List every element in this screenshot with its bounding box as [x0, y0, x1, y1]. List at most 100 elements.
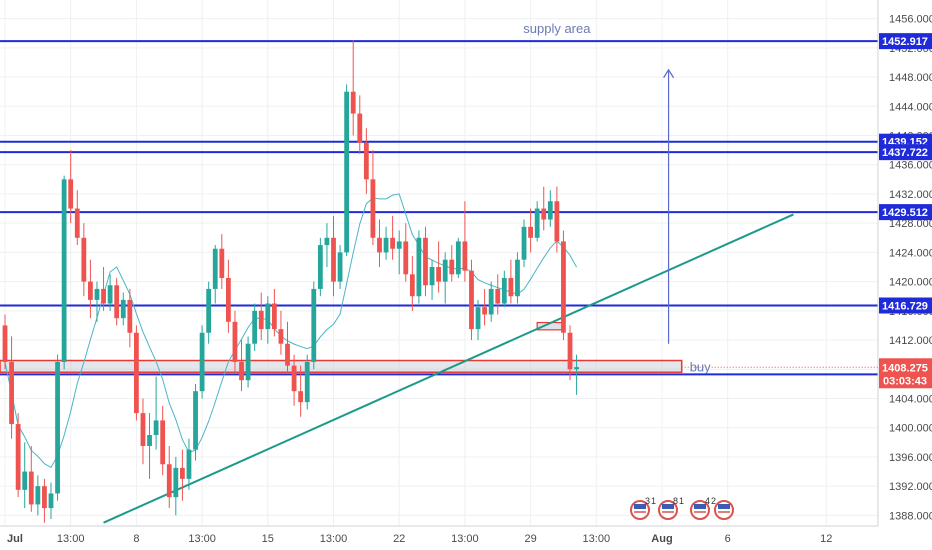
- candle-body: [219, 248, 225, 278]
- level-price-value: 1429.512: [882, 207, 928, 219]
- candle-body: [370, 179, 376, 238]
- time-tick-label: Jul: [7, 533, 23, 545]
- candle-body: [225, 277, 231, 322]
- candle-body: [416, 237, 422, 297]
- horizontal-levels[interactable]: [0, 40, 878, 376]
- time-tick-label: 8: [133, 533, 139, 545]
- level-price-tag: [879, 33, 932, 50]
- candle-body: [160, 420, 166, 465]
- candle-body: [534, 208, 540, 238]
- candle-body: [74, 208, 80, 238]
- candle-body: [120, 299, 126, 319]
- candle-body: [488, 288, 494, 315]
- flag-canton-icon: [662, 504, 674, 509]
- candle-body: [436, 267, 442, 282]
- candle-body: [521, 226, 527, 260]
- candle-body: [166, 464, 172, 498]
- candle-body: [423, 237, 428, 286]
- candle-body: [265, 303, 271, 330]
- candle-body: [88, 281, 93, 300]
- price-tick-label: 1420.000: [889, 277, 932, 289]
- candle-body: [179, 467, 185, 479]
- supply-area-label: supply area: [523, 21, 591, 36]
- flag-canton-icon: [694, 504, 706, 509]
- candle-body: [337, 252, 343, 282]
- candle-body: [114, 285, 120, 319]
- candle-body: [515, 259, 520, 297]
- candle-body: [239, 361, 244, 381]
- level-price-tag: [879, 297, 932, 314]
- candle-body: [153, 420, 159, 436]
- time-tick-label: 13:00: [320, 533, 348, 545]
- time-tick-label: Aug: [651, 533, 672, 545]
- candle-body: [107, 285, 113, 304]
- candle-body: [186, 449, 192, 479]
- candle-body: [285, 343, 290, 366]
- moving-average-line: [4, 193, 578, 469]
- price-tick-label: 1396.000: [889, 452, 932, 464]
- candle-body: [28, 471, 34, 505]
- candles-layer: [2, 40, 579, 523]
- price-tick-label: 1444.000: [889, 101, 932, 113]
- event-count: 3: [645, 496, 650, 506]
- event-flag-icon[interactable]: [714, 500, 734, 520]
- event-count: 2: [711, 496, 716, 506]
- candle-body: [48, 493, 54, 509]
- candle-body: [377, 237, 382, 253]
- candle-body: [304, 361, 310, 403]
- countdown-value: 03:03:43: [883, 375, 927, 387]
- candle-body: [22, 471, 28, 490]
- price-tick-label: 1392.000: [889, 481, 932, 493]
- time-tick-label: 13:00: [188, 533, 216, 545]
- candle-body: [68, 179, 74, 209]
- arrow-layer[interactable]: [663, 68, 675, 344]
- candle-body: [344, 91, 350, 253]
- price-labels: 1408.275 03:03:43: [879, 358, 932, 389]
- candle-body: [390, 237, 396, 249]
- candle-body: [101, 288, 106, 304]
- time-axis[interactable]: Jul 13:00 8 13:00 15 13:00 22 13:00 29 13:00 Aug 6 1…: [0, 525, 932, 550]
- price-tick-label: 1428.000: [889, 218, 932, 230]
- candle-body: [324, 237, 330, 246]
- candle-body: [2, 325, 8, 362]
- candle-body: [252, 310, 258, 344]
- trendline[interactable]: [103, 213, 794, 524]
- time-tick-label: 29: [524, 533, 536, 545]
- candle-body: [561, 241, 566, 333]
- candle-body: [357, 113, 363, 143]
- price-axis[interactable]: 1388.000 1392.000 1396.000 1400.000 1404.000…: [877, 0, 932, 550]
- candle-body: [475, 307, 481, 330]
- level-price-value: 1416.729: [882, 301, 928, 313]
- trendline-layer[interactable]: [103, 213, 794, 524]
- candle-body: [482, 307, 488, 315]
- price-tick-label: 1432.000: [889, 189, 932, 201]
- level-price-tag: [879, 144, 932, 161]
- candle-body: [199, 332, 205, 392]
- candle-body: [298, 391, 304, 403]
- candle-body: [232, 321, 238, 362]
- candle-body: [541, 208, 547, 220]
- candle-body: [567, 332, 573, 370]
- flag-canton-icon: [718, 504, 730, 509]
- flag-canton-icon: [634, 504, 646, 509]
- candle-body: [409, 274, 415, 297]
- candle-body: [15, 424, 21, 490]
- current-price-tag: [879, 358, 932, 389]
- candle-body: [173, 467, 179, 498]
- time-tick-label: 15: [262, 533, 274, 545]
- time-tick-label: 13:00: [57, 533, 85, 545]
- price-tick-label: 1412.000: [889, 335, 932, 347]
- candle-body: [462, 241, 468, 271]
- candle-body: [403, 241, 409, 275]
- candle-body: [429, 267, 435, 286]
- price-tick-label: 1424.000: [889, 247, 932, 259]
- price-tick-label: 1400.000: [889, 423, 932, 435]
- buy-label: buy: [690, 359, 711, 374]
- candle-body: [9, 361, 14, 425]
- candle-body: [501, 277, 507, 304]
- time-tick-label: 12: [820, 533, 832, 545]
- target-arrow-head[interactable]: [663, 68, 675, 79]
